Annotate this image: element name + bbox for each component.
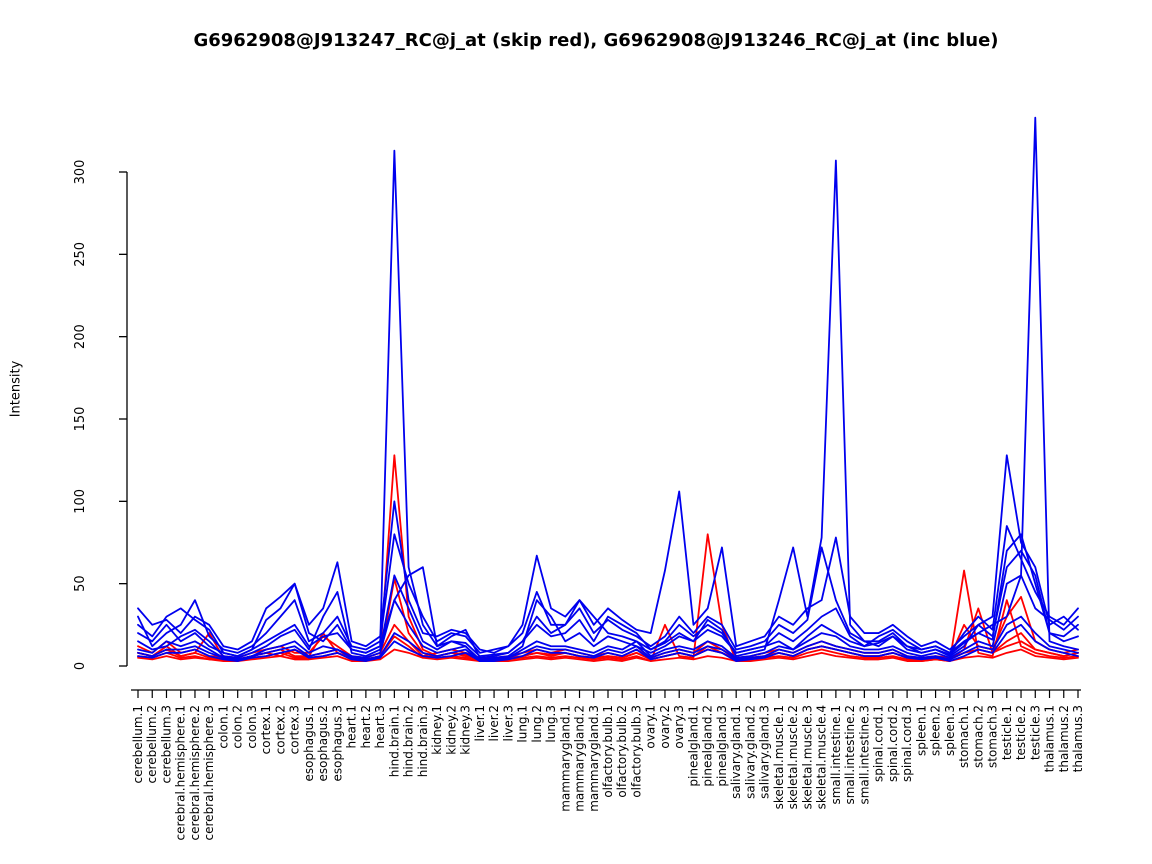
x-tick-label: pinealgland.1 [686, 705, 700, 787]
x-tick-label: colon.1 [216, 705, 230, 749]
x-tick-label: spleen.1 [914, 705, 928, 756]
x-tick-label: thalamus.3 [1071, 705, 1085, 772]
y-tick-label: 150 [73, 407, 88, 432]
y-tick-label: 250 [73, 242, 88, 267]
x-tick-label: ovary.1 [644, 705, 658, 749]
x-tick-label: ovary.3 [672, 705, 686, 749]
x-tick-label: salivary.gland.3 [758, 705, 772, 799]
x-tick-label: skeletal.muscle.4 [815, 705, 829, 809]
x-tick-label: esophagus.3 [330, 705, 344, 781]
x-tick-label: olfactory.bulb.1 [601, 705, 615, 798]
y-tick-label: 50 [73, 575, 88, 592]
x-tick-label: liver.3 [501, 705, 515, 741]
x-tick-label: mammarygland.1 [558, 705, 572, 812]
x-tick-label: skeletal.muscle.1 [772, 705, 786, 809]
x-tick-label: olfactory.bulb.3 [629, 705, 643, 798]
x-tick-label: colon.2 [231, 705, 245, 749]
x-tick-label: cerebellum.3 [159, 705, 173, 783]
series-line [137, 454, 1079, 661]
x-tick-label: kidney.3 [459, 705, 473, 755]
x-tick-label: spinal.cord.2 [886, 705, 900, 782]
x-tick-label: cerebellum.2 [145, 705, 159, 783]
x-tick-label: lung.1 [516, 705, 530, 743]
series-line [137, 648, 1079, 662]
x-tick-label: esophagus.1 [302, 705, 316, 781]
series-line [137, 595, 1079, 659]
x-tick-label: testicle.3 [1028, 705, 1042, 760]
y-tick-label: 0 [73, 662, 88, 670]
x-tick-label: cerebral.hemisphere.3 [202, 705, 216, 840]
x-tick-label: thalamus.1 [1043, 705, 1057, 772]
x-tick-label: thalamus.2 [1057, 705, 1071, 772]
x-tick-label: mammarygland.2 [573, 705, 587, 812]
x-tick-label: hind.brain.2 [402, 705, 416, 777]
x-tick-label: heart.1 [345, 705, 359, 748]
x-tick-label: small.intestine.1 [829, 705, 843, 805]
x-tick-label: olfactory.bulb.2 [615, 705, 629, 798]
series-line [137, 500, 1079, 654]
series-line [137, 149, 1079, 659]
x-tick-label: cerebellum.1 [131, 705, 145, 783]
series-line [137, 533, 1079, 658]
y-tick-label: 100 [73, 489, 88, 514]
x-tick-label: colon.3 [245, 705, 259, 749]
x-tick-label: skeletal.muscle.3 [800, 705, 814, 809]
x-tick-label: lung.3 [544, 705, 558, 743]
x-tick-label: pinealgland.3 [715, 705, 729, 787]
x-tick-label: small.intestine.2 [843, 705, 857, 805]
x-tick-label: stomach.1 [957, 705, 971, 768]
x-tick-label: spleen.3 [943, 705, 957, 756]
x-tick-label: spinal.cord.3 [900, 705, 914, 782]
x-tick-label: hind.brain.3 [416, 705, 430, 777]
y-tick-label: 300 [73, 160, 88, 185]
x-tick-label: liver.1 [473, 705, 487, 741]
x-tick-label: ovary.2 [658, 705, 672, 749]
x-tick-label: heart.2 [359, 705, 373, 748]
x-tick-label: hind.brain.1 [387, 705, 401, 777]
x-tick-label: cortex.3 [288, 705, 302, 754]
series-line [137, 454, 1079, 654]
x-tick-label: skeletal.muscle.2 [786, 705, 800, 809]
x-tick-label: cerebral.hemisphere.2 [188, 705, 202, 840]
x-tick-label: liver.2 [487, 705, 501, 741]
x-tick-label: lung.2 [530, 705, 544, 743]
x-tick-label: spinal.cord.1 [872, 705, 886, 782]
chart-title: G6962908@J913247_RC@j_at (skip red), G69… [193, 30, 999, 51]
x-tick-label: cerebral.hemisphere.1 [174, 705, 188, 840]
x-tick-label: stomach.3 [986, 705, 1000, 768]
series-line [137, 116, 1079, 662]
x-tick-label: salivary.gland.1 [729, 705, 743, 799]
series-line [137, 615, 1079, 662]
x-tick-label: testicle.1 [1000, 705, 1014, 760]
x-tick-label: heart.3 [373, 705, 387, 748]
x-tick-label: salivary.gland.2 [743, 705, 757, 799]
x-tick-label: cortex.1 [259, 705, 273, 754]
x-tick-label: mammarygland.3 [587, 705, 601, 812]
x-tick-label: esophagus.2 [316, 705, 330, 781]
series-line [137, 159, 1079, 661]
y-tick-label: 200 [73, 324, 88, 349]
x-tick-label: pinealgland.2 [701, 705, 715, 787]
x-tick-label: small.intestine.3 [857, 705, 871, 805]
x-tick-label: cortex.2 [273, 705, 287, 754]
x-tick-label: spleen.2 [929, 705, 943, 756]
x-tick-label: testicle.2 [1014, 705, 1028, 760]
series-line [137, 623, 1079, 662]
x-tick-label: kidney.2 [444, 705, 458, 755]
x-tick-label: kidney.1 [430, 705, 444, 755]
x-tick-label: stomach.2 [971, 705, 985, 768]
